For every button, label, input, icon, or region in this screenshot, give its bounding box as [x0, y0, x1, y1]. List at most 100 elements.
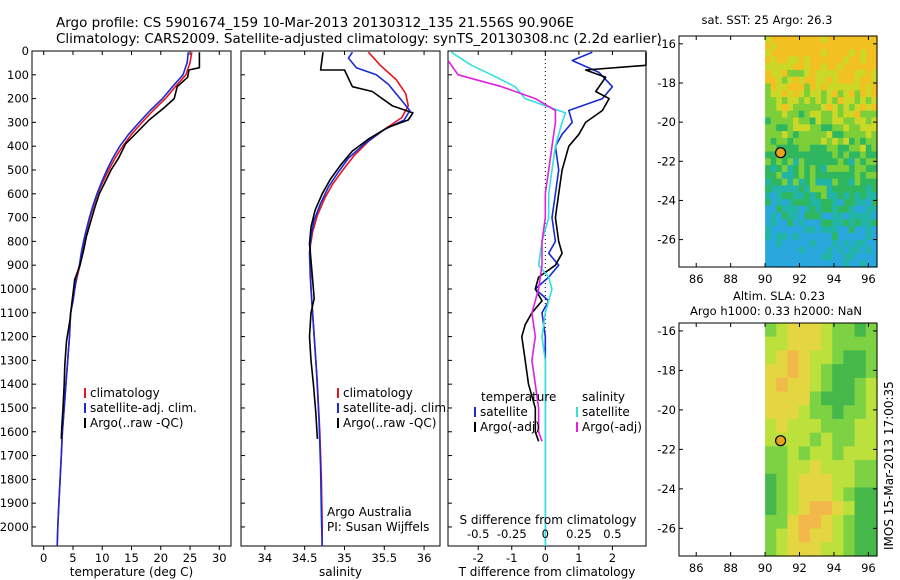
map-cell	[804, 253, 811, 261]
map-cell	[776, 473, 789, 489]
map-cell	[809, 185, 817, 193]
map-cell	[826, 69, 833, 78]
map-cell	[798, 76, 805, 85]
map-cell	[793, 165, 800, 173]
map-cell	[798, 144, 805, 153]
x-tick-label: 90	[758, 561, 773, 575]
map-cell	[837, 212, 845, 221]
map-cell	[865, 514, 878, 530]
map-cell	[843, 137, 850, 146]
map-cell	[826, 131, 833, 139]
map-cell	[781, 246, 789, 255]
map-cell	[787, 199, 794, 207]
map-cell	[843, 56, 850, 64]
map-cell	[826, 42, 833, 51]
map-cell	[871, 253, 878, 261]
map-cell	[837, 131, 845, 139]
map-title: Altim. SLA: 0.23	[733, 289, 825, 303]
map-cell	[826, 137, 833, 146]
map-cell	[871, 90, 878, 98]
series-line-satellite	[308, 51, 411, 547]
map-cell	[793, 110, 800, 119]
map-cell	[765, 90, 772, 98]
map-cell	[860, 165, 867, 173]
map-cell	[776, 205, 783, 214]
map-cell	[854, 117, 861, 125]
map-cell	[832, 323, 845, 338]
map-cell	[787, 171, 794, 180]
legend-label: Argo(-adj)	[582, 420, 642, 434]
map-cell	[804, 90, 811, 98]
map-cell	[826, 144, 833, 153]
map-cell	[787, 487, 800, 502]
map-cell	[804, 185, 811, 193]
map-cell	[843, 185, 850, 193]
x-tick-label: 0	[542, 551, 549, 565]
y-tick-label: 2000	[0, 520, 29, 534]
map-cell	[854, 36, 861, 44]
series-line-s-argo	[447, 60, 557, 442]
map-cell	[793, 117, 800, 125]
map-cell	[765, 528, 777, 543]
map-cell	[865, 144, 873, 153]
map-cell	[804, 212, 811, 221]
map-cell	[809, 117, 817, 125]
map-cell	[832, 473, 845, 489]
map-cell	[832, 49, 839, 57]
map-cell	[826, 97, 833, 105]
map-cell	[765, 199, 772, 207]
map-cell	[837, 171, 845, 180]
map-cell	[843, 219, 850, 227]
map-cell	[860, 260, 867, 268]
map-cell	[804, 69, 811, 78]
map-cell	[787, 192, 794, 200]
map-cell	[871, 56, 878, 64]
map-cell	[821, 391, 833, 406]
map-cell	[865, 178, 873, 187]
map-cell	[849, 239, 856, 248]
map-cell	[837, 76, 845, 85]
map-cell	[871, 246, 878, 255]
map-cell	[776, 364, 789, 379]
map-cell	[798, 405, 811, 420]
map-cell	[854, 56, 861, 64]
map-cell	[776, 42, 783, 51]
map-cell	[837, 97, 845, 105]
map-cell	[765, 226, 772, 234]
map-cell	[793, 90, 800, 98]
series-line-climatology	[309, 51, 410, 546]
map-cell	[798, 212, 805, 221]
map-cell	[787, 212, 794, 221]
y-tick-label: 400	[7, 139, 29, 153]
sst-map-panel: 86 88 90 92 94 96 -16 -18 -20 -22 -24 -26 sat. SST: …	[657, 13, 878, 286]
map-cell	[865, 377, 878, 393]
map-cell	[849, 151, 856, 159]
map-cell	[793, 69, 800, 78]
map-cell	[776, 83, 783, 91]
map-cell	[770, 239, 777, 248]
map-cell	[854, 418, 867, 434]
map-cell	[804, 205, 811, 214]
map-cell	[809, 542, 822, 557]
map-cell	[832, 391, 845, 406]
map-cell	[798, 83, 805, 91]
map-cell	[798, 36, 805, 44]
map-cell	[793, 219, 800, 227]
map-cell	[793, 151, 800, 159]
map-cell	[809, 144, 817, 153]
map-cell	[809, 158, 817, 166]
map-cell	[837, 49, 845, 57]
y-tick-label: 300	[7, 115, 29, 129]
map-cell	[821, 253, 828, 261]
map-cell	[849, 131, 856, 139]
x-tick-label: 96	[861, 272, 876, 286]
map-cell	[860, 36, 867, 44]
x-tick-label: 2	[609, 551, 616, 565]
map-cell	[837, 226, 845, 234]
map-cell	[865, 69, 873, 78]
salinity-diff-axis-label: S difference from climatology	[460, 513, 637, 527]
y-tick-label: 1200	[0, 330, 29, 344]
map-cell	[787, 63, 794, 71]
map-cell	[776, 212, 783, 221]
map-cell	[776, 49, 783, 57]
